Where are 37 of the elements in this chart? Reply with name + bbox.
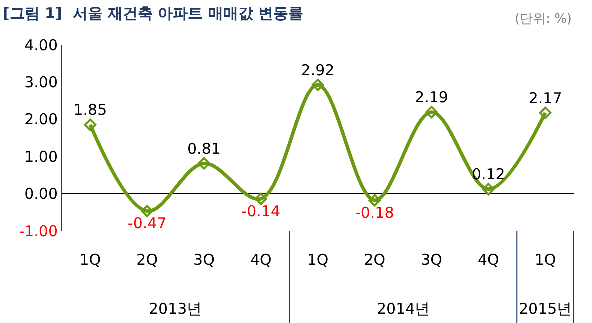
x-tick-label: 2Q xyxy=(364,251,386,269)
y-tick-label: 1.00 xyxy=(24,148,58,166)
y-tick-label: 2.00 xyxy=(24,110,58,129)
y-tick-label: 4.00 xyxy=(24,36,58,54)
data-label: 2.92 xyxy=(301,61,335,80)
text: 2015년 xyxy=(519,300,572,318)
data-label: -0.47 xyxy=(128,214,167,233)
point xyxy=(426,106,438,119)
x-tick-label: 2Q xyxy=(136,251,158,269)
point xyxy=(539,106,552,120)
data-label: -0.14 xyxy=(242,202,281,220)
x-tick-label: 3Q xyxy=(421,251,442,269)
data-label: -0.18 xyxy=(355,204,394,222)
x-tick-label: 1Q xyxy=(80,251,102,269)
y-tick-label: 3.00 xyxy=(24,73,58,92)
point xyxy=(312,78,324,92)
x-tick-label: 4Q xyxy=(250,251,272,269)
x-tick-label: 4Q xyxy=(478,251,500,269)
data-label: 2.17 xyxy=(528,89,562,108)
data-label: 0.81 xyxy=(188,140,221,158)
chart-title: [그림 1] 서울 재건축 아파트 매매값 변동률 xyxy=(2,4,304,23)
point xyxy=(254,192,268,206)
point xyxy=(482,183,495,196)
chart-subtitle: (단위: %) xyxy=(515,12,572,27)
y-tick-label: 0.00 xyxy=(24,185,58,204)
x-tick-label: 3Q xyxy=(194,251,215,269)
point xyxy=(368,194,382,207)
data-label: 2.19 xyxy=(415,88,448,107)
y-tick-label: -1.00 xyxy=(19,222,58,240)
point xyxy=(141,205,154,218)
x-tick-label: 1Q xyxy=(307,251,329,269)
text: 2013년 xyxy=(149,300,202,318)
point xyxy=(198,157,210,170)
x-tick-label: 1Q xyxy=(534,251,556,269)
text: 2014년 xyxy=(377,300,430,318)
data-label: 1.85 xyxy=(74,101,108,120)
point xyxy=(84,118,97,132)
